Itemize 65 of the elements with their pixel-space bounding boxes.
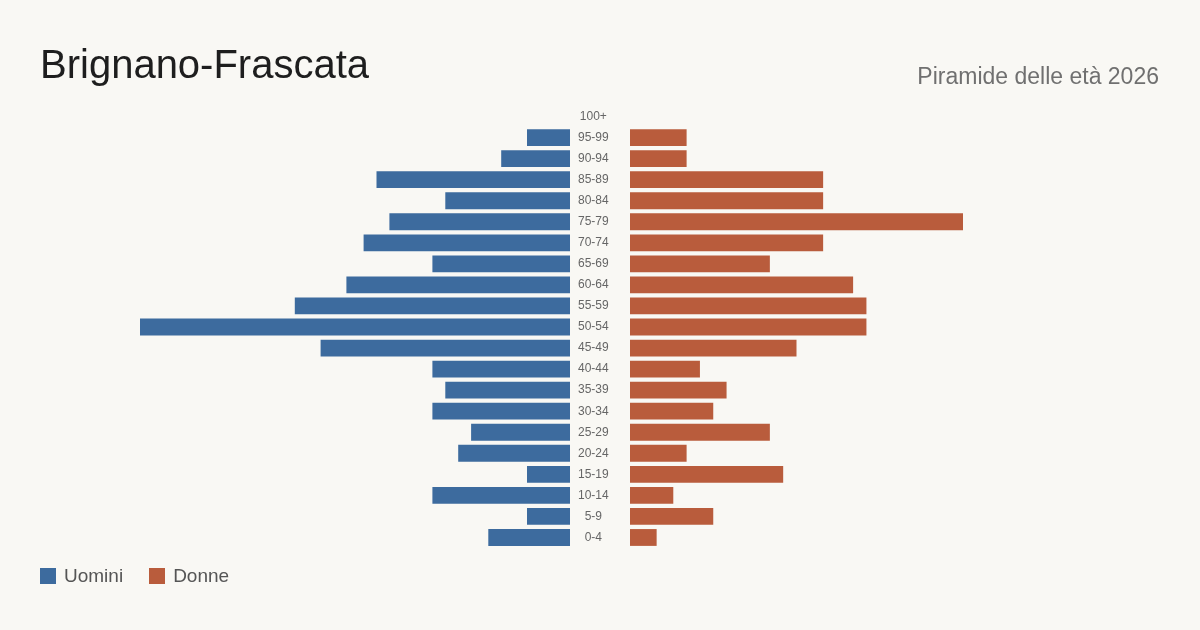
legend-label: Donne	[173, 565, 230, 587]
bar	[471, 423, 570, 441]
y-tick-label: 35-39	[577, 382, 610, 397]
y-tick-label: 30-34	[577, 403, 610, 418]
bar	[630, 360, 700, 378]
bar	[630, 192, 824, 210]
y-tick-label: 80-84	[577, 193, 610, 208]
y-tick-label: 55-59	[577, 298, 610, 313]
bar	[630, 465, 784, 483]
bar	[630, 171, 824, 189]
y-tick-label: 25-29	[577, 424, 610, 439]
bar	[527, 508, 570, 525]
bar	[630, 129, 687, 146]
bar	[630, 339, 797, 357]
bar	[630, 213, 963, 231]
y-tick-label: 95-99	[577, 129, 610, 144]
bar	[363, 234, 570, 252]
bar	[630, 402, 714, 420]
bar	[630, 297, 867, 315]
y-tick-label: 5-9	[584, 508, 603, 523]
y-tick-label: 40-44	[577, 361, 610, 376]
y-tick-label: 75-79	[577, 214, 610, 229]
bar	[432, 255, 570, 273]
bar	[630, 444, 687, 462]
y-tick-label: 90-94	[577, 150, 610, 165]
y-tick-label: 70-74	[577, 235, 610, 250]
bar	[630, 423, 770, 441]
bar	[630, 234, 824, 252]
bar	[630, 381, 727, 399]
y-tick-label: 10-14	[577, 487, 610, 502]
y-tick-label: 15-19	[577, 466, 610, 481]
bar	[445, 192, 570, 210]
y-tick-label: 45-49	[577, 340, 610, 355]
y-tick-label: 50-54	[577, 319, 610, 334]
bar	[630, 486, 674, 504]
y-tick-label: 20-24	[577, 445, 610, 460]
bar	[501, 150, 570, 168]
y-tick-label: 100+	[579, 108, 607, 123]
bar	[389, 213, 570, 231]
bar	[140, 318, 570, 336]
text: Piramide delle età 2026	[917, 63, 1159, 90]
y-tick-label: 85-89	[577, 171, 610, 186]
bar	[488, 529, 570, 546]
bar	[294, 297, 570, 315]
bar	[458, 444, 570, 462]
bar	[630, 508, 714, 525]
bar	[346, 276, 570, 294]
y-tick-label: 65-69	[577, 256, 610, 271]
bar	[432, 402, 570, 420]
bar	[630, 529, 657, 546]
bar	[432, 486, 570, 504]
bar	[527, 465, 570, 483]
bar	[527, 129, 570, 146]
bar	[630, 276, 854, 294]
y-tick-label: 0-4	[584, 529, 603, 544]
bar	[445, 381, 570, 399]
bar	[630, 150, 687, 168]
y-tick-label: 60-64	[577, 277, 610, 292]
bar	[630, 318, 867, 336]
bar	[432, 360, 570, 378]
bar	[320, 339, 570, 357]
bar	[630, 255, 770, 273]
bar	[376, 171, 570, 189]
chart-title: Brignano-Frascata	[40, 42, 370, 87]
legend-label: Uomini	[64, 565, 124, 587]
